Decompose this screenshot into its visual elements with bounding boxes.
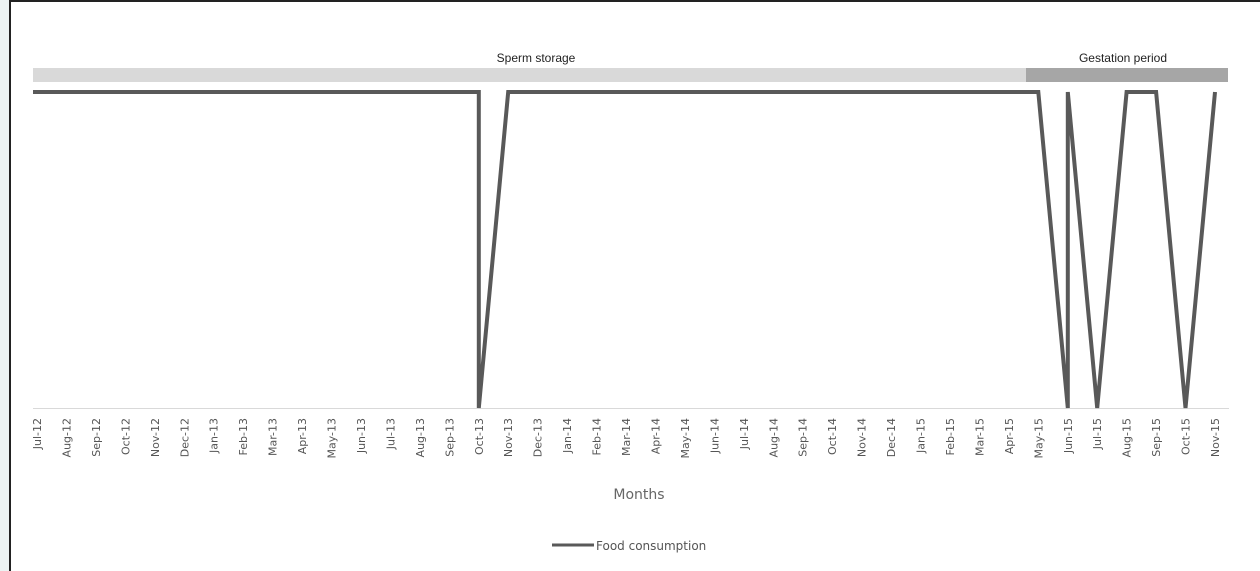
series-line-food-consumption [33, 90, 1217, 409]
x-tick-label: Sep-12 [90, 418, 103, 457]
x-tick-label: Apr-15 [1003, 418, 1016, 454]
x-tick-label: Sep-15 [1150, 418, 1163, 457]
period-bar [1026, 68, 1228, 82]
x-tick-label: Mar-13 [267, 418, 280, 456]
x-tick-label: Oct-15 [1180, 418, 1193, 455]
x-tick-label: Jul-13 [384, 418, 397, 450]
x-tick-labels: Jul-12 Aug-12 Sep-12 Oct-12 Nov-12 Dec-12 Jan-… [31, 418, 1222, 459]
x-tick-label: Jun-15 [1062, 418, 1075, 454]
x-tick-label: May-14 [679, 418, 692, 459]
x-tick-label: Dec-12 [178, 418, 191, 457]
period-label: Sperm storage [497, 51, 576, 65]
x-tick-label: Mar-14 [620, 418, 633, 456]
x-tick-label: Nov-12 [149, 418, 162, 457]
x-tick-label: Aug-13 [414, 418, 427, 457]
x-tick-label: Sep-13 [443, 418, 456, 457]
legend-label: Food consumption [596, 539, 706, 553]
x-tick-label: Aug-15 [1121, 418, 1134, 457]
x-tick-label: Oct-13 [473, 418, 486, 455]
x-tick-label: Jun-13 [355, 418, 368, 454]
x-tick-label: Sep-14 [797, 418, 810, 457]
x-tick-label: Oct-14 [826, 418, 839, 455]
x-tick-label: Dec-14 [885, 418, 898, 457]
x-tick-label: Jan-13 [208, 418, 221, 454]
x-tick-label: May-13 [326, 418, 339, 459]
x-tick-label: Jun-14 [708, 418, 721, 454]
period-bars: Sperm storage Gestation period [33, 51, 1228, 82]
x-tick-label: Apr-13 [296, 418, 309, 454]
chart-frame [9, 0, 1260, 571]
x-tick-label: Oct-12 [119, 418, 132, 455]
x-tick-label: Jan-15 [915, 418, 928, 454]
x-tick-label: Aug-12 [61, 418, 74, 457]
x-tick-label: Feb-15 [944, 418, 957, 455]
x-tick-label: Apr-14 [649, 418, 662, 454]
x-tick-label: Nov-15 [1209, 418, 1222, 457]
x-tick-label: Jul-12 [31, 418, 44, 450]
x-tick-label: Jul-15 [1091, 418, 1104, 450]
x-tick-label: Nov-13 [502, 418, 515, 457]
period-label: Gestation period [1079, 51, 1167, 65]
x-tick-label: Mar-15 [973, 418, 986, 456]
legend: Food consumption [552, 539, 706, 553]
x-tick-label: May-15 [1032, 418, 1045, 459]
x-axis-title: Months [613, 487, 664, 503]
series-layer [33, 90, 1217, 409]
x-tick-label: Jul-14 [738, 418, 751, 450]
x-tick-label: Nov-14 [856, 418, 869, 457]
x-tick-label: Feb-13 [237, 418, 250, 455]
x-tick-label: Dec-13 [532, 418, 545, 457]
x-tick-label: Aug-14 [767, 418, 780, 457]
period-bar [33, 68, 1026, 82]
x-tick-label: Jan-14 [561, 418, 574, 454]
x-tick-label: Feb-14 [591, 418, 604, 455]
